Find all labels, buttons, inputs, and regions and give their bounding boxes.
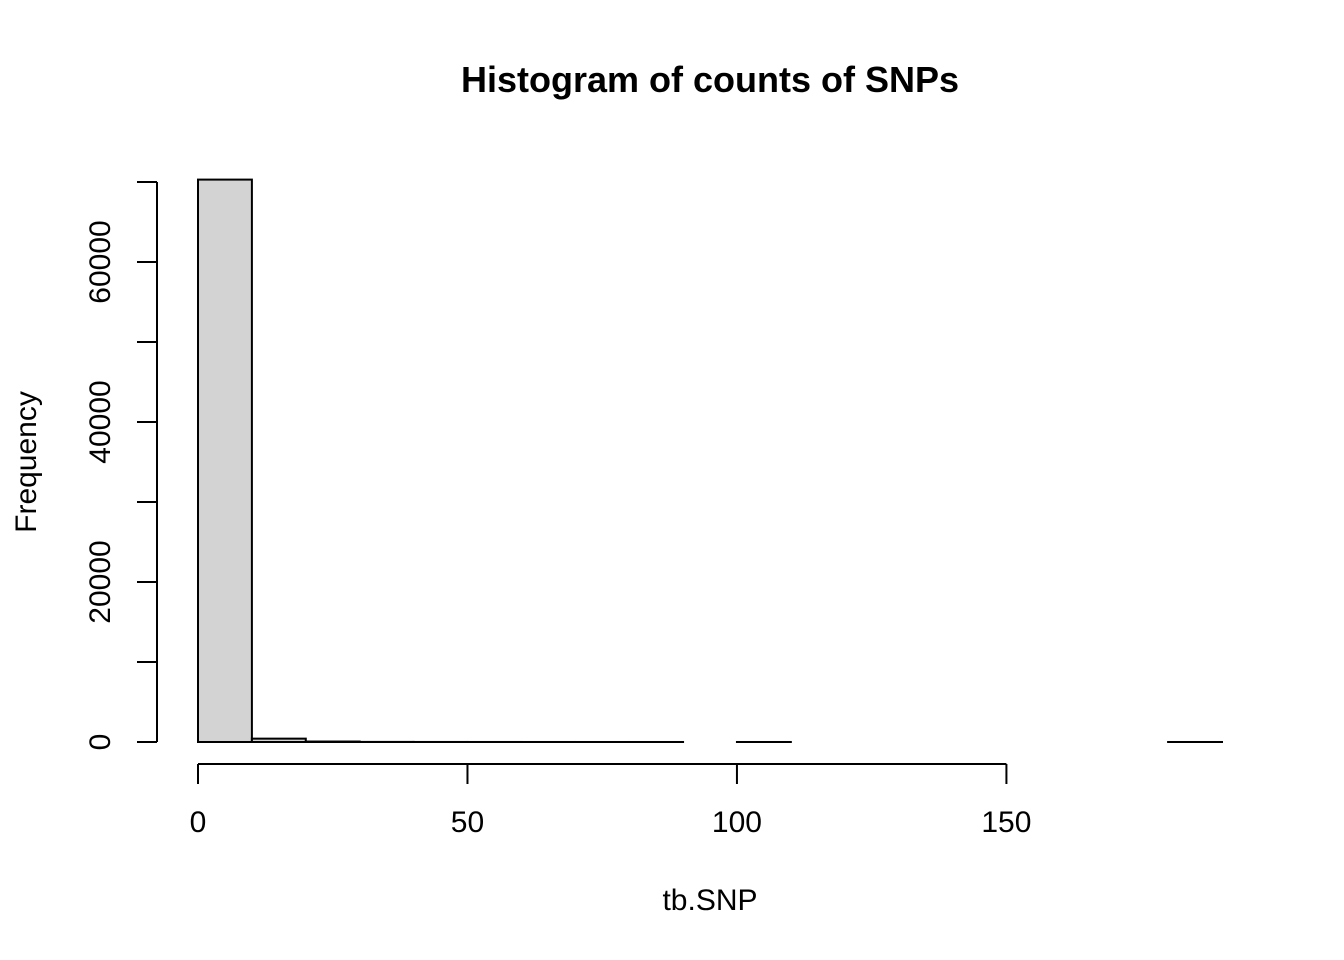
histogram-bar-1 xyxy=(250,737,307,744)
x-axis-label: tb.SNP xyxy=(662,884,757,917)
y-tick-label-0: 0 xyxy=(84,734,117,751)
y-tick-label-4: 40000 xyxy=(84,380,117,463)
histogram-bar-0 xyxy=(197,178,253,744)
histogram-bars xyxy=(197,178,1223,744)
y-tick-label-6: 60000 xyxy=(84,220,117,303)
x-axis: 0 50 100 150 xyxy=(190,763,1031,839)
y-tick-label-2: 20000 xyxy=(84,540,117,623)
y-axis: 0 20000 40000 60000 xyxy=(84,181,158,751)
y-axis-label: Frequency xyxy=(10,391,43,533)
x-tick-label-1: 50 xyxy=(451,806,484,839)
x-tick-label-3: 150 xyxy=(981,806,1031,839)
x-tick-label-0: 0 xyxy=(190,806,207,839)
chart-title: Histogram of counts of SNPs xyxy=(461,59,959,100)
x-tick-label-2: 100 xyxy=(712,806,762,839)
